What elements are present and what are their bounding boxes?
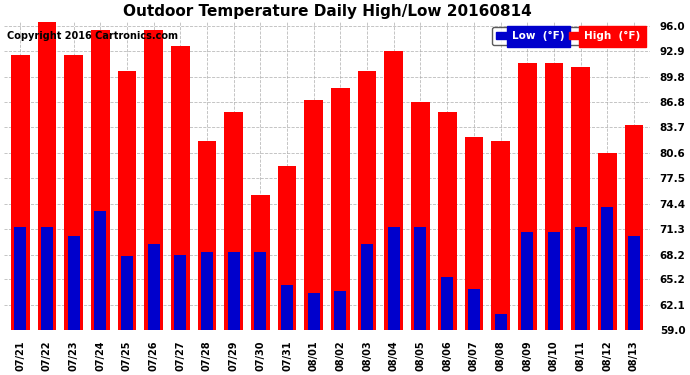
Bar xyxy=(521,232,533,330)
Bar xyxy=(358,71,377,330)
Bar xyxy=(14,228,26,330)
Bar xyxy=(117,71,136,330)
Bar xyxy=(544,63,563,330)
Legend: Low  (°F), High  (°F): Low (°F), High (°F) xyxy=(492,27,644,45)
Bar xyxy=(148,244,159,330)
Text: Copyright 2016 Cartronics.com: Copyright 2016 Cartronics.com xyxy=(8,31,179,41)
Bar xyxy=(228,252,239,330)
Bar xyxy=(308,293,319,330)
Bar xyxy=(384,51,403,330)
Bar xyxy=(438,112,457,330)
Bar xyxy=(388,228,400,330)
Bar xyxy=(41,228,53,330)
Bar xyxy=(68,236,79,330)
Bar xyxy=(144,30,163,330)
Bar xyxy=(95,211,106,330)
Bar xyxy=(175,255,186,330)
Bar xyxy=(464,137,483,330)
Bar xyxy=(197,141,217,330)
Bar xyxy=(598,153,617,330)
Bar xyxy=(304,100,323,330)
Title: Outdoor Temperature Daily High/Low 20160814: Outdoor Temperature Daily High/Low 20160… xyxy=(123,4,531,19)
Bar xyxy=(91,30,110,330)
Bar xyxy=(331,88,350,330)
Bar xyxy=(548,232,560,330)
Bar xyxy=(411,102,430,330)
Bar xyxy=(201,252,213,330)
Bar xyxy=(11,55,30,330)
Bar xyxy=(64,55,83,330)
Bar xyxy=(628,236,640,330)
Bar xyxy=(601,207,613,330)
Bar xyxy=(624,124,643,330)
Bar xyxy=(575,228,586,330)
Bar xyxy=(171,46,190,330)
Bar xyxy=(121,256,133,330)
Bar xyxy=(277,166,297,330)
Bar xyxy=(571,67,590,330)
Bar xyxy=(251,195,270,330)
Bar xyxy=(495,314,506,330)
Bar xyxy=(415,228,426,330)
Bar xyxy=(518,63,537,330)
Bar xyxy=(37,22,56,330)
Bar xyxy=(468,289,480,330)
Bar xyxy=(491,141,510,330)
Bar xyxy=(224,112,243,330)
Bar xyxy=(361,244,373,330)
Bar xyxy=(255,252,266,330)
Bar xyxy=(281,285,293,330)
Bar xyxy=(335,291,346,330)
Bar xyxy=(441,277,453,330)
